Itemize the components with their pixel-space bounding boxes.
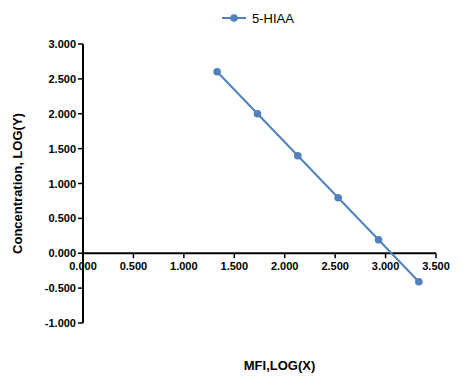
x-tick-label: 2.000 [271,260,299,272]
x-tick [234,253,236,258]
y-tick-label: 1.500 [48,143,76,155]
x-tick-label: 1.500 [221,260,249,272]
legend-label: 5-HIAA [252,11,294,26]
y-tick [78,148,83,150]
y-tick-label: 1.000 [48,178,76,190]
x-tick-label: 0.500 [120,260,148,272]
x-tick-label: 2.500 [321,260,349,272]
plot-area [213,68,422,286]
marker [415,278,423,286]
x-axis-label: MFI,LOG(X) [244,358,316,373]
x-tick [183,253,185,258]
x-tick-label: 3.000 [372,260,400,272]
marker [254,110,262,118]
x-tick-label: 0.000 [69,260,97,272]
x-tick [385,253,387,258]
y-tick [78,322,83,324]
x-tick-label: 3.500 [422,260,450,272]
y-tick-label: 0.000 [48,247,76,259]
y-tick [78,78,83,80]
y-tick-label: 3.000 [48,38,76,50]
legend-marker [230,14,238,22]
x-tick [334,253,336,258]
x-tick [82,253,84,258]
y-tick [78,113,83,115]
y-tick-label: 0.500 [48,212,76,224]
chart: -1.000 -0.500 0.000 0.500 1.000 1.500 2.000 2.5… [0,0,469,392]
y-axis-label: Concentration, LOG(Y) [10,113,25,254]
marker [375,236,383,244]
y-tick-label: 2.000 [48,108,76,120]
x-tick [133,253,135,258]
y-tick [78,43,83,45]
series-line [217,72,419,282]
marker [334,194,342,202]
y-tick-label: -0.500 [45,282,76,294]
x-tick-label: 1.000 [170,260,198,272]
y-tick-label: -1.000 [45,317,76,329]
x-tick [284,253,286,258]
y-tick [78,287,83,289]
x-axis [83,252,436,254]
y-tick [78,183,83,185]
marker [213,68,221,76]
x-tick [435,253,437,258]
y-tick-label: 2.500 [48,73,76,85]
marker [294,152,302,160]
y-tick [78,218,83,220]
